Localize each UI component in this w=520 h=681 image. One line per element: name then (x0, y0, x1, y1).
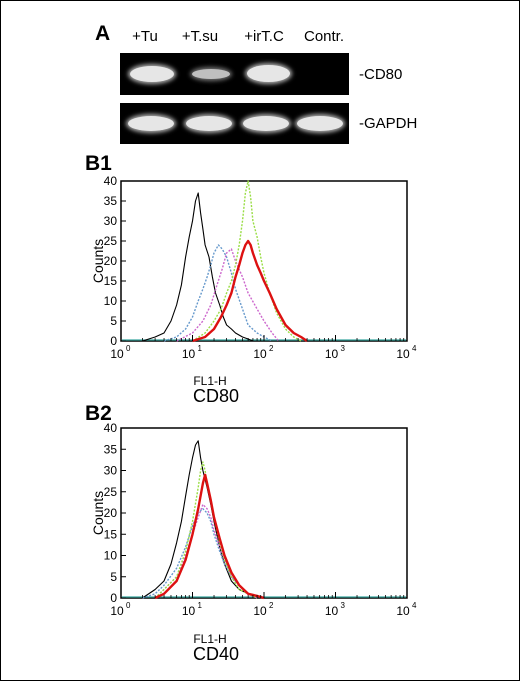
y-tick-label-b2: 40 (104, 421, 118, 435)
histogram-series-b2-4 (154, 473, 265, 600)
band-gapdh-irtc (243, 116, 289, 131)
y-tick-label-b2: 5 (110, 570, 117, 584)
histogram-lines-b2 (122, 440, 406, 600)
x-tick-exponent-b2: 0 (126, 601, 131, 610)
histogram-series-b2-3 (154, 461, 258, 599)
x-tick-exponent-b2: 4 (412, 601, 417, 610)
x-tick-label-b1: 10 (396, 347, 410, 361)
panel-label-b2: B2 (85, 402, 112, 425)
histogram-series-b1-3 (192, 180, 302, 342)
x-tick-exponent-b1: 0 (126, 344, 131, 353)
histogram-series-b2-0 (142, 440, 258, 599)
y-tick-label-b1: 20 (104, 254, 118, 268)
x-tick-label-b2: 10 (396, 604, 410, 618)
x-tick-label-b2: 10 (253, 604, 267, 618)
x-tick-label-b2: 10 (182, 604, 196, 618)
histogram-series-b2-2 (154, 503, 258, 599)
y-axis-label-b1: Counts (90, 239, 106, 283)
x-axis-label-b1: FL1-H (193, 374, 226, 388)
y-tick-label-b2: 35 (104, 442, 118, 456)
y-tick-label-b2: 20 (104, 506, 118, 520)
panel-label-a: A (95, 22, 111, 45)
row-label-gapdh: -GAPDH (359, 115, 418, 132)
x-tick-label-b1: 10 (110, 347, 124, 361)
marker-label-b2: CD40 (193, 644, 239, 664)
x-tick-label-b1: 10 (182, 347, 196, 361)
y-tick-label-b2: 30 (104, 464, 118, 478)
y-axis-label-b2: Counts (90, 491, 106, 535)
lane-label-contr: Contr. (303, 28, 345, 45)
y-tick-label-b1: 25 (104, 234, 118, 248)
y-tick-label-b1: 40 (104, 174, 118, 188)
y-tick-label-b2: 15 (104, 527, 118, 541)
histogram-series-b1-4 (192, 239, 308, 343)
x-tick-label-b2: 10 (325, 604, 339, 618)
band-gapdh-contr (297, 116, 343, 131)
band-cd80-tsu (192, 69, 230, 79)
x-tick-label-b1: 10 (325, 347, 339, 361)
x-tick-label-b2: 10 (110, 604, 124, 618)
lane-label-tsu: +T.su (181, 28, 219, 45)
plot-frame-b2 (120, 427, 408, 599)
y-tick-label-b2: 25 (104, 485, 118, 499)
x-tick-exponent-b1: 3 (341, 344, 346, 353)
x-tick-exponent-b1: 2 (269, 344, 274, 353)
histogram-lines-b1 (122, 180, 406, 343)
y-tick-label-b1: 35 (104, 194, 118, 208)
x-tick-label-b1: 10 (253, 347, 267, 361)
marker-label-b1: CD80 (193, 386, 239, 406)
x-tick-exponent-b2: 1 (198, 601, 203, 610)
histogram-series-b1-1 (163, 244, 273, 342)
band-gapdh-tu (128, 116, 174, 131)
x-tick-exponent-b2: 3 (341, 601, 346, 610)
y-tick-label-b1: 5 (110, 314, 117, 328)
y-tick-label-b1: 30 (104, 214, 118, 228)
y-tick-label-b2: 10 (104, 549, 118, 563)
gel-strip-gapdh (120, 103, 349, 144)
panel-label-b1: B1 (85, 152, 112, 175)
lane-label-tu: +Tu (132, 28, 158, 45)
x-tick-exponent-b2: 2 (269, 601, 274, 610)
y-tick-label-b1: 15 (104, 274, 118, 288)
x-tick-exponent-b1: 4 (412, 344, 417, 353)
histogram-series-b1-2 (176, 248, 280, 342)
y-tick-label-b2: 0 (110, 591, 117, 605)
band-cd80-tu (130, 66, 174, 82)
x-tick-exponent-b1: 1 (198, 344, 203, 353)
band-cd80-irtc (247, 65, 290, 82)
y-tick-label-b1: 0 (110, 334, 117, 348)
band-gapdh-tsu (186, 116, 232, 131)
x-axis-label-b2: FL1-H (193, 632, 226, 646)
histogram-series-b1-0 (142, 192, 254, 342)
y-tick-label-b1: 10 (104, 294, 118, 308)
gel-strip-cd80 (120, 53, 349, 95)
lane-label-irtc: +irT.C (244, 28, 284, 45)
row-label-cd80: -CD80 (359, 66, 403, 83)
